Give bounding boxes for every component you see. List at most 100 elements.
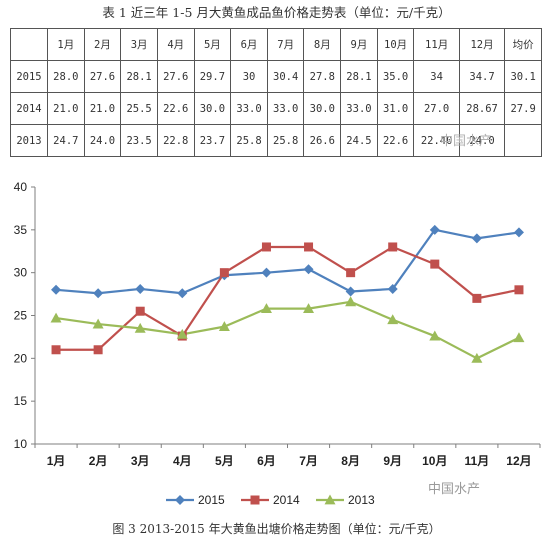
data-point-triangle xyxy=(429,330,441,341)
data-point-diamond xyxy=(177,288,188,299)
value-cell: 30.0 xyxy=(303,92,342,125)
data-point-diamond xyxy=(471,233,482,244)
data-point-square xyxy=(93,345,103,355)
x-tick-label: 10月 xyxy=(422,454,447,468)
data-point-square xyxy=(346,268,356,278)
value-cell: 30 xyxy=(230,60,268,93)
value-cell: 33.0 xyxy=(340,92,378,125)
x-tick-label: 8月 xyxy=(341,454,360,468)
value-cell: 33.0 xyxy=(266,92,305,125)
value-cell: 34.7 xyxy=(458,60,506,93)
data-point-triangle xyxy=(134,322,146,333)
value-cell: 25.5 xyxy=(120,92,158,125)
data-point-square xyxy=(250,495,260,505)
data-point-triangle xyxy=(513,332,525,343)
y-tick-label: 15 xyxy=(14,394,28,408)
value-cell: 30.1 xyxy=(504,60,542,93)
header-cell: 均价 xyxy=(504,28,542,61)
x-tick-label: 2月 xyxy=(89,454,108,468)
price-table-body: 1月 2月 3月 4月 5月 6月 7月 8月 9月 10月 11月 12月 均价 2015 28.0 27.… xyxy=(10,28,542,157)
data-point-diamond xyxy=(51,284,62,295)
data-point-diamond xyxy=(175,495,185,505)
data-point-triangle xyxy=(176,328,188,339)
value-cell: 24.5 xyxy=(340,124,378,157)
data-point-diamond xyxy=(387,283,398,294)
value-cell: 27.6 xyxy=(83,60,122,93)
y-tick-label: 35 xyxy=(14,223,28,237)
value-cell: 35.0 xyxy=(376,60,415,93)
header-cell: 7月 xyxy=(266,28,305,61)
header-cell: 9月 xyxy=(340,28,378,61)
value-cell: 27.8 xyxy=(303,60,342,93)
value-cell: 23.7 xyxy=(193,124,232,157)
empty-cell xyxy=(504,124,542,157)
data-point-triangle xyxy=(260,303,272,314)
header-cell: 4月 xyxy=(156,28,195,61)
data-point-diamond xyxy=(513,227,524,238)
data-point-triangle xyxy=(303,303,315,314)
header-cell: 5月 xyxy=(193,28,232,61)
data-point-triangle xyxy=(345,296,357,307)
table-header-row: 1月 2月 3月 4月 5月 6月 7月 8月 9月 10月 11月 12月 均价 xyxy=(10,28,542,61)
year-cell: 2014 xyxy=(10,92,48,125)
x-tick-label: 5月 xyxy=(215,454,234,468)
value-cell: 22.6 xyxy=(376,124,415,157)
legend-label-2014: 2014 xyxy=(273,493,300,507)
value-cell: 33.0 xyxy=(230,92,268,125)
y-tick-label: 40 xyxy=(14,180,28,194)
series-line-2013 xyxy=(55,300,520,360)
value-cell: 24.7 xyxy=(47,124,85,157)
value-cell: 30.4 xyxy=(266,60,305,93)
y-tick-label: 25 xyxy=(14,309,28,323)
data-point-square xyxy=(430,259,440,269)
value-cell: 24.0 xyxy=(458,124,506,157)
header-cell: 1月 xyxy=(47,28,85,61)
legend-label-2015: 2015 xyxy=(198,493,225,507)
series-line-2014 xyxy=(56,245,520,351)
value-cell: 28.0 xyxy=(47,60,85,93)
data-point-triangle xyxy=(324,494,336,505)
series-line-2015 xyxy=(55,228,520,295)
watermark-bottom: 中国水产 xyxy=(428,482,481,497)
legend-label-2013: 2013 xyxy=(348,493,375,507)
value-cell: 27.0 xyxy=(413,92,460,125)
value-cell: 34 xyxy=(413,60,460,93)
value-cell: 25.8 xyxy=(230,124,268,157)
header-cell: 2月 xyxy=(83,28,122,61)
header-cell: 12月 xyxy=(458,28,506,61)
x-tick-label: 6月 xyxy=(257,454,276,468)
data-point-diamond xyxy=(303,264,314,275)
header-cell: 10月 xyxy=(376,28,415,61)
table-row: 2015 28.0 27.6 28.1 27.6 29.7 30 30.4 27.8 28.1 35… xyxy=(10,60,542,93)
data-point-square xyxy=(514,285,524,295)
value-cell: 31.0 xyxy=(376,92,415,125)
data-point-triangle xyxy=(92,318,104,329)
y-tick-label: 10 xyxy=(14,437,28,451)
data-point-square xyxy=(51,345,61,355)
table-row: 2013 24.7 24.0 23.5 22.8 23.7 25.8 25.8 26.6 24.5… xyxy=(10,124,542,157)
x-tick-label: 9月 xyxy=(383,454,402,468)
x-tick-label: 4月 xyxy=(173,454,192,468)
data-point-square xyxy=(472,293,482,303)
header-cell: 8月 xyxy=(303,28,342,61)
value-cell: 24.0 xyxy=(83,124,122,157)
header-corner-cell xyxy=(10,28,48,61)
value-cell: 27.9 xyxy=(504,92,542,125)
data-point-diamond xyxy=(93,288,104,299)
x-tick-label: 1月 xyxy=(47,454,66,468)
data-point-diamond xyxy=(345,286,356,297)
value-cell: 22.6 xyxy=(156,92,195,125)
value-cell: 23.5 xyxy=(120,124,158,157)
header-cell: 3月 xyxy=(120,28,158,61)
data-point-square xyxy=(135,306,145,316)
value-cell: 21.0 xyxy=(83,92,122,125)
data-point-triangle xyxy=(471,352,483,363)
value-cell: 22.40 xyxy=(413,124,460,157)
value-cell: 27.6 xyxy=(156,60,195,93)
value-cell: 28.1 xyxy=(120,60,158,93)
data-point-square xyxy=(261,242,271,252)
x-tick-label: 11月 xyxy=(465,454,490,468)
value-cell: 22.8 xyxy=(156,124,195,157)
table-row: 2014 21.0 21.0 25.5 22.6 30.0 33.0 33.0 30.0 33.0… xyxy=(10,92,542,125)
header-cell: 11月 xyxy=(413,28,460,61)
